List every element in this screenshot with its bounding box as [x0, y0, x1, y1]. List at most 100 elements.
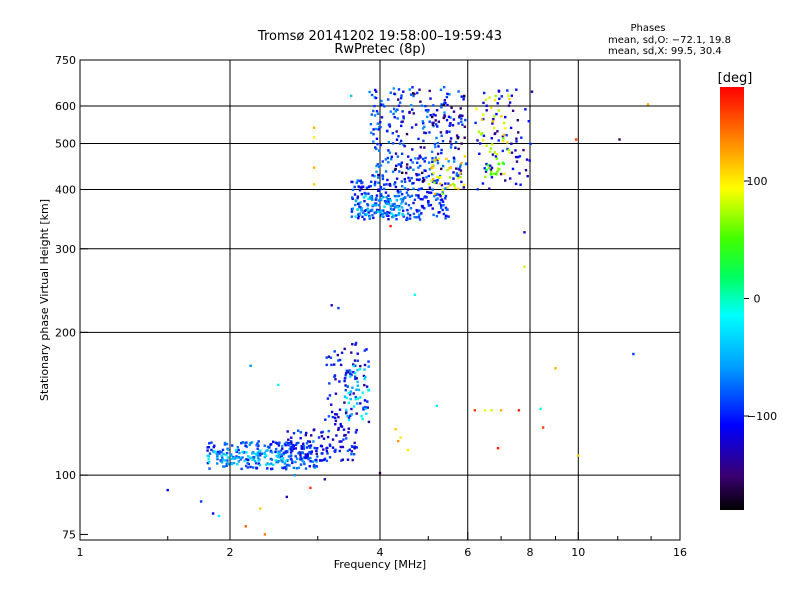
x-tick-label: 1: [77, 546, 84, 559]
data-point: [256, 451, 260, 455]
data-point: [216, 450, 220, 454]
data-point: [406, 208, 409, 212]
data-point: [498, 168, 501, 171]
data-point: [231, 444, 234, 447]
data-point: [389, 224, 392, 228]
data-point: [366, 400, 369, 403]
data-point: [324, 418, 327, 421]
data-point: [256, 456, 260, 460]
data-point: [343, 377, 347, 380]
data-point: [369, 184, 372, 188]
data-point: [497, 89, 501, 92]
data-point: [365, 186, 369, 189]
data-point: [359, 201, 362, 204]
data-point: [446, 92, 449, 96]
data-point: [272, 440, 275, 443]
data-point: [402, 115, 405, 118]
data-point: [274, 450, 277, 454]
data-point: [344, 384, 347, 387]
data-point: [338, 358, 342, 362]
data-point: [380, 198, 383, 202]
data-point: [406, 163, 409, 166]
data-point: [475, 107, 478, 110]
data-point: [510, 94, 513, 97]
data-point: [413, 215, 416, 219]
data-point: [215, 452, 218, 455]
data-point: [433, 143, 437, 146]
data-point: [300, 444, 303, 448]
data-point: [378, 204, 381, 207]
data-point: [406, 448, 410, 452]
data-point: [286, 463, 289, 467]
data-point: [400, 94, 403, 97]
data-point: [436, 161, 440, 165]
data-point: [375, 170, 378, 173]
data-point: [375, 137, 379, 140]
data-point: [302, 445, 306, 448]
data-point: [220, 461, 224, 464]
data-point: [243, 459, 246, 463]
data-point: [251, 466, 255, 469]
data-point: [385, 212, 388, 215]
data-point: [491, 143, 494, 146]
data-point: [505, 134, 508, 137]
x-tick-label: 2: [227, 546, 234, 559]
data-point: [449, 166, 453, 169]
data-point: [421, 171, 424, 175]
data-point: [368, 217, 371, 220]
data-point: [308, 465, 311, 468]
data-point: [514, 149, 517, 152]
data-point: [411, 148, 414, 151]
data-point: [372, 216, 375, 220]
data-point: [312, 166, 316, 169]
data-point: [245, 458, 248, 461]
data-point: [457, 90, 460, 93]
data-point: [353, 193, 357, 196]
data-point: [528, 159, 531, 162]
data-point: [374, 127, 378, 131]
data-point: [375, 194, 379, 197]
data-point: [415, 216, 418, 219]
data-point: [427, 204, 431, 207]
data-point: [440, 167, 443, 171]
data-point: [257, 459, 260, 462]
data-point: [372, 133, 375, 136]
data-point: [422, 139, 425, 143]
data-point: [483, 167, 486, 170]
data-point: [494, 155, 498, 158]
data-point: [393, 116, 396, 119]
data-point: [441, 188, 444, 192]
data-point: [420, 187, 423, 190]
data-point: [446, 168, 449, 172]
data-point: [418, 218, 422, 221]
data-point: [354, 341, 358, 345]
data-point: [347, 401, 350, 404]
data-point: [283, 466, 287, 469]
data-point: [346, 415, 349, 418]
data-point: [389, 110, 392, 113]
data-point: [361, 417, 364, 421]
data-point: [355, 412, 358, 415]
data-point: [375, 164, 378, 168]
data-point: [362, 408, 365, 411]
data-point: [382, 195, 385, 199]
data-point: [456, 136, 459, 140]
data-point: [269, 443, 272, 446]
data-point: [403, 187, 407, 190]
data-point: [618, 138, 621, 141]
data-point: [502, 121, 506, 125]
data-point: [234, 448, 238, 452]
data-point: [312, 428, 315, 432]
data-point: [374, 96, 378, 100]
data-point: [292, 432, 296, 435]
data-point: [333, 350, 336, 353]
colorbar-tick-label: 0: [754, 293, 761, 306]
data-point: [326, 435, 330, 439]
data-point: [526, 175, 529, 178]
data-point: [354, 203, 357, 207]
data-point: [437, 120, 441, 123]
data-point: [354, 215, 357, 218]
data-point: [251, 458, 254, 461]
data-point: [278, 450, 281, 453]
data-point: [473, 409, 476, 412]
